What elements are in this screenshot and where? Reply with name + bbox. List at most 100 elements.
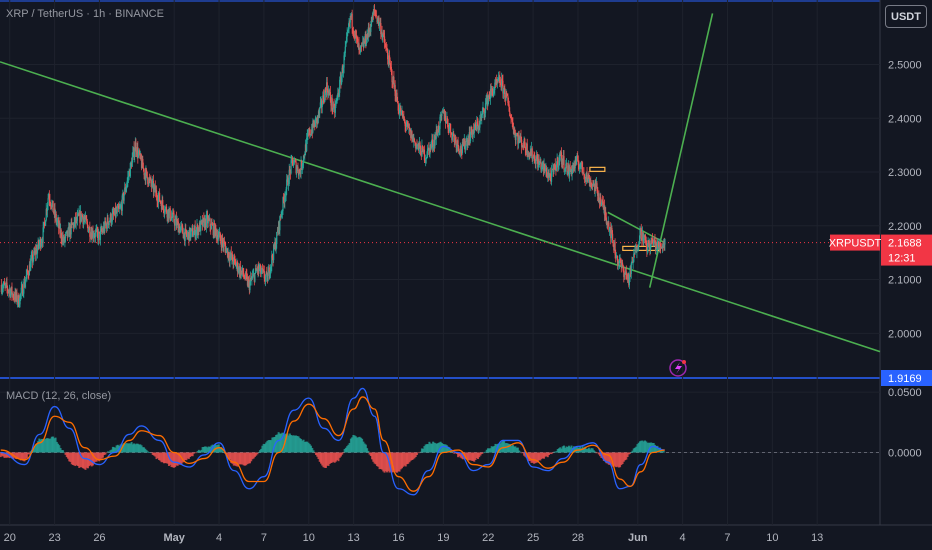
macd-histogram-bar bbox=[535, 452, 538, 463]
candle-body bbox=[415, 145, 417, 149]
candle-body bbox=[491, 87, 493, 92]
macd-histogram-bar bbox=[151, 452, 154, 455]
macd-histogram-bar bbox=[160, 452, 163, 463]
candle-body bbox=[312, 120, 314, 133]
macd-histogram-bar bbox=[546, 452, 549, 458]
candle-body bbox=[304, 144, 307, 156]
macd-histogram-bar bbox=[27, 452, 30, 455]
candle-body bbox=[18, 295, 20, 307]
candle-body bbox=[6, 282, 8, 288]
candle-body bbox=[83, 219, 85, 224]
candle-body bbox=[177, 221, 179, 233]
macd-histogram-bar bbox=[655, 445, 658, 453]
price-label-value: 2.1688 bbox=[888, 238, 922, 250]
candle-body bbox=[273, 244, 275, 248]
macd-histogram-bar bbox=[297, 436, 300, 453]
macd-histogram-bar bbox=[291, 435, 294, 453]
candle-body bbox=[248, 280, 250, 291]
candle-body bbox=[395, 92, 397, 101]
macd-indicator-title[interactable]: MACD (12, 26, close) bbox=[6, 390, 112, 402]
candle-body bbox=[593, 183, 596, 192]
candle-body bbox=[167, 209, 169, 219]
candle-body bbox=[79, 211, 81, 223]
candle-body bbox=[271, 255, 273, 266]
macd-histogram-bar bbox=[81, 452, 84, 469]
candle-body bbox=[324, 90, 326, 103]
candle-body bbox=[378, 17, 380, 26]
candle-body bbox=[28, 274, 30, 276]
candle-body bbox=[153, 186, 155, 192]
macd-histogram-bar bbox=[78, 452, 81, 468]
candle-body bbox=[633, 253, 635, 255]
candle-body bbox=[319, 107, 321, 114]
candle-body bbox=[350, 16, 352, 17]
candle-body bbox=[659, 243, 661, 249]
candle-body bbox=[585, 172, 588, 179]
macd-histogram-bar bbox=[63, 452, 66, 454]
macd-histogram-bar bbox=[24, 452, 27, 460]
candle-body bbox=[607, 223, 609, 225]
currency-button[interactable]: USDT bbox=[885, 5, 927, 28]
candle-body bbox=[91, 232, 93, 239]
candle-body bbox=[554, 164, 556, 169]
macd-histogram-bar bbox=[616, 452, 619, 467]
candle-body bbox=[471, 126, 473, 133]
macd-histogram-bar bbox=[506, 443, 509, 453]
candle-body bbox=[260, 272, 262, 274]
candle-body bbox=[198, 227, 200, 232]
candle-body bbox=[613, 242, 616, 251]
macd-histogram-bar bbox=[437, 443, 440, 453]
macd-histogram-bar bbox=[277, 432, 280, 453]
macd-histogram-bar bbox=[0, 452, 2, 458]
candle-body bbox=[59, 229, 62, 234]
symbol-info[interactable]: XRP / TetherUS · 1h · BINANCE bbox=[6, 8, 164, 20]
candle-body bbox=[567, 172, 569, 174]
macd-histogram-bar bbox=[217, 444, 220, 453]
candle-body bbox=[488, 95, 490, 97]
candle-body bbox=[411, 131, 413, 142]
candle-body bbox=[111, 213, 113, 222]
candle-body bbox=[552, 168, 554, 170]
candle-body bbox=[626, 274, 628, 276]
candle-body bbox=[80, 211, 82, 220]
macd-histogram-bar bbox=[336, 452, 339, 460]
crosshair-price-text: 1.9169 bbox=[888, 373, 922, 385]
candle-body bbox=[201, 219, 203, 222]
macd-histogram-bar bbox=[635, 446, 638, 453]
candle-body bbox=[104, 221, 107, 225]
macd-histogram-bar bbox=[605, 452, 608, 464]
candle-body bbox=[49, 199, 51, 204]
candle-body bbox=[506, 93, 508, 96]
candle-body bbox=[283, 199, 285, 203]
macd-histogram-bar bbox=[553, 451, 556, 453]
macd-histogram-bar bbox=[447, 446, 450, 453]
candle-body bbox=[309, 134, 312, 136]
x-tick-label: 20 bbox=[4, 532, 16, 544]
candle-body bbox=[622, 265, 624, 271]
candle-body bbox=[497, 80, 499, 82]
macd-histogram-bar bbox=[312, 450, 315, 453]
macd-histogram-bar bbox=[318, 452, 321, 462]
candle-body bbox=[143, 168, 145, 176]
candle-body bbox=[64, 238, 66, 242]
candle-body bbox=[476, 121, 478, 131]
macd-histogram-bar bbox=[67, 452, 70, 459]
candle-body bbox=[287, 177, 289, 186]
macd-histogram-bar bbox=[23, 452, 26, 462]
candle-body bbox=[279, 216, 282, 218]
macd-histogram-bar bbox=[191, 452, 194, 457]
candle-body bbox=[84, 219, 86, 221]
y-tick-label: 2.0000 bbox=[888, 328, 922, 340]
candle-body bbox=[289, 169, 291, 171]
macd-histogram-bar bbox=[272, 437, 275, 453]
candle-body bbox=[636, 248, 638, 253]
candle-body bbox=[514, 130, 516, 133]
candle-body bbox=[590, 182, 592, 184]
candle-body bbox=[445, 122, 447, 124]
candle-body bbox=[421, 145, 424, 147]
candle-body bbox=[171, 216, 173, 218]
macd-histogram-bar bbox=[315, 452, 318, 455]
candle-body bbox=[372, 13, 374, 14]
candle-body bbox=[56, 221, 58, 223]
